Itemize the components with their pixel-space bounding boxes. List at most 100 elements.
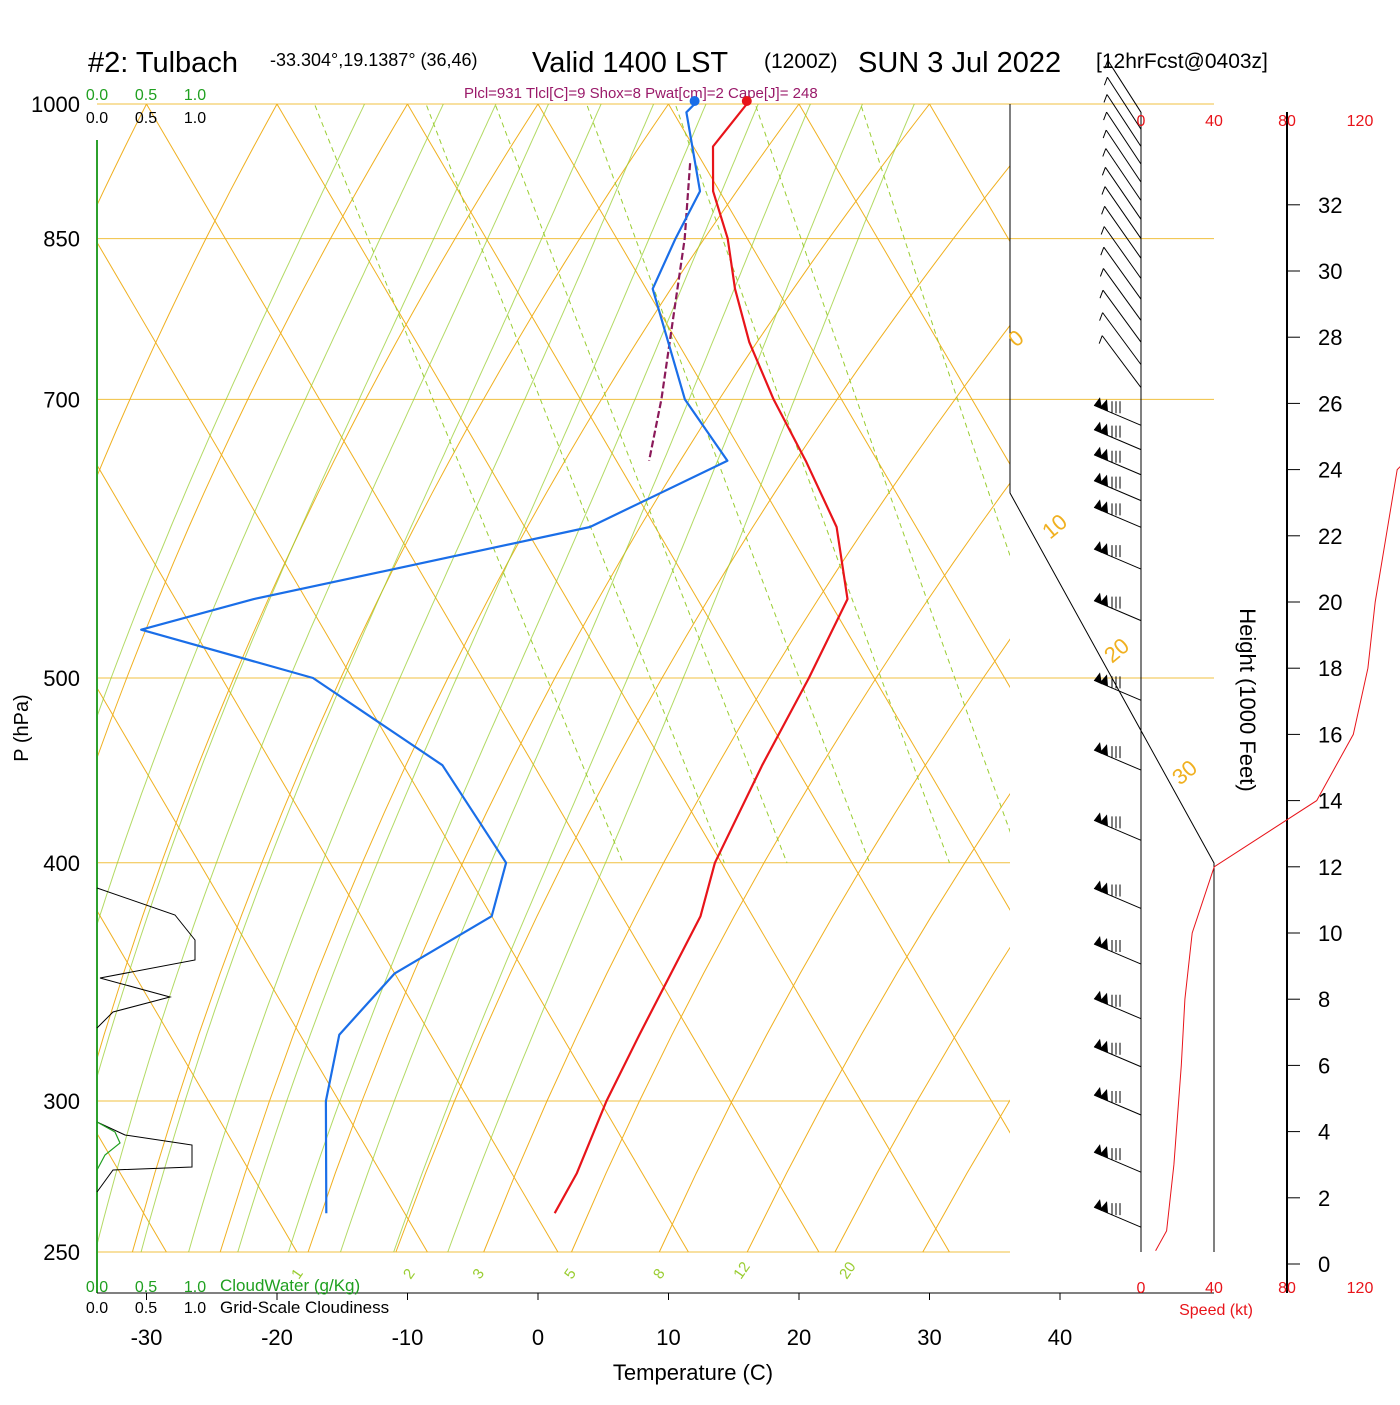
height-tick-2: 2 (1318, 1186, 1330, 1211)
moist-adiabat-10 (448, 64, 932, 1252)
dry-adiabat-20 (220, 64, 829, 1252)
wind-barb-455 (1094, 742, 1141, 770)
height-tick-32: 32 (1318, 193, 1342, 218)
dry-adiabat-40 (396, 64, 1094, 1252)
valid-date: SUN 3 Jul 2022 (858, 47, 1061, 79)
adiabat-label-30: 30 (1167, 755, 1202, 790)
dewpoint-line (141, 104, 727, 1213)
temperature-tick-0: 0 (532, 1325, 544, 1350)
pressure-tick-250: 250 (43, 1240, 80, 1265)
wind-barb-tick (1100, 313, 1103, 321)
height-tick-18: 18 (1318, 656, 1342, 681)
pressure-tick-400: 400 (43, 851, 80, 876)
speed-tick-top-0: 0 (1137, 113, 1146, 130)
wind-barb-610 (1094, 499, 1141, 527)
wind-barb-580 (1094, 541, 1141, 569)
pressure-tick-300: 300 (43, 1089, 80, 1114)
dry-adiabat-10 (132, 64, 696, 1252)
mixing-ratio-line-12 (742, 64, 1022, 863)
wind-barb-710 (1099, 336, 1141, 388)
speed-tick-top-40: 40 (1205, 113, 1223, 130)
cloud-water-label: CloudWater (g/Kg) (220, 1276, 360, 1295)
mixing-ratio-label-20: 20 (836, 1259, 859, 1282)
cloudiness-bottom-tick-1.0: 1.0 (184, 1300, 206, 1317)
cloudiness-top-tick-0.0: 0.0 (86, 110, 108, 127)
wind-barb-360 (1094, 936, 1141, 964)
wind-barb-495 (1094, 672, 1141, 700)
adiabat-label-0: 0 (1003, 325, 1028, 352)
isotherm--30 (123, 64, 819, 1252)
height-tick-20: 20 (1318, 590, 1342, 615)
height-tick-26: 26 (1318, 391, 1342, 416)
speed-tick-bottom-120: 120 (1347, 1280, 1374, 1297)
mixing-ratio-line-20 (848, 64, 1116, 863)
speed-tick-top-120: 120 (1347, 113, 1374, 130)
wind-barb-staff (1104, 226, 1141, 278)
moist-adiabat-5 (189, 64, 671, 1252)
dry-adiabat-150 (1362, 64, 1400, 1252)
wind-barb-tick (1101, 247, 1104, 255)
cloudiness-top-tick-0.5: 0.5 (135, 110, 157, 127)
wind-barb-690 (1094, 397, 1141, 425)
isotherm--40 (0, 64, 688, 1252)
wind-barb-tick (1102, 206, 1105, 214)
wind-barb-tick (1102, 187, 1105, 195)
wind-barb-staff (1103, 290, 1141, 342)
height-tick-22: 22 (1318, 524, 1342, 549)
wind-barb-262 (1094, 1199, 1141, 1227)
wind-barb-tick (1103, 149, 1106, 157)
y2-axis-title: Height (1000 Feet) (1235, 608, 1260, 791)
temperature-line (555, 104, 848, 1213)
cloudwater-top-tick-1.0: 1.0 (184, 87, 206, 104)
utc-time: (1200Z) (764, 50, 838, 73)
wind-barb-tick (1101, 226, 1104, 234)
isotherm--20 (253, 64, 949, 1252)
wind-speed-line (1156, 172, 1400, 1251)
wind-barb-staff (1104, 247, 1141, 299)
wind-barb-280 (1094, 1144, 1141, 1172)
wind-barb-650 (1094, 447, 1141, 475)
wind-barb-staff (1105, 187, 1141, 239)
wind-barb-318 (1094, 1039, 1141, 1067)
moist-adiabat-6 (238, 64, 723, 1252)
height-tick-14: 14 (1318, 789, 1342, 814)
height-tick-10: 10 (1318, 921, 1342, 946)
wind-barb-385 (1094, 880, 1141, 908)
adiabat-label-10: 10 (1037, 509, 1072, 544)
dry-adiabat--30 (0, 64, 167, 1252)
height-tick-24: 24 (1318, 458, 1342, 483)
height-tick-6: 6 (1318, 1053, 1330, 1078)
wind-barb-418 (1094, 812, 1141, 840)
wind-barb-tick (1103, 130, 1106, 138)
wind-barb-staff (1103, 313, 1141, 365)
pressure-tick-700: 700 (43, 387, 80, 412)
speed-tick-bottom-40: 40 (1205, 1280, 1223, 1297)
wind-barb-tick (1102, 167, 1105, 175)
chart-frame (97, 104, 1300, 1300)
speed-tick-top-80: 80 (1278, 113, 1296, 130)
wind-barb-750 (1100, 290, 1141, 342)
speed-axis-title: Speed (kt) (1179, 1302, 1253, 1319)
cloudiness-bottom-tick-0.0: 0.0 (86, 1300, 108, 1317)
site-title: #2: Tulbach (88, 47, 238, 79)
height-tick-16: 16 (1318, 722, 1342, 747)
height-tick-4: 4 (1318, 1120, 1330, 1145)
wind-barb-730 (1100, 313, 1141, 365)
cloudiness-label: Grid-Scale Cloudiness (220, 1298, 389, 1317)
isotherm-40 (1036, 64, 1400, 1252)
mixing-ratio-line-8 (661, 64, 949, 863)
wind-barb-tick (1104, 77, 1107, 85)
surface-temperature-point (742, 96, 752, 106)
temperature-tick-30: 30 (917, 1325, 941, 1350)
height-tick-8: 8 (1318, 987, 1330, 1012)
forecast-tag: [12hrFcst@0403z] (1096, 50, 1268, 73)
dry-adiabat-130 (1186, 64, 1400, 1252)
wind-barb-300 (1094, 1087, 1141, 1115)
isotherm--10 (384, 64, 1080, 1252)
height-tick-12: 12 (1318, 855, 1342, 880)
temperature-tick-10: 10 (656, 1325, 680, 1350)
cloudiness-top-tick-1.0: 1.0 (184, 110, 206, 127)
temperature-tick-40: 40 (1048, 1325, 1072, 1350)
